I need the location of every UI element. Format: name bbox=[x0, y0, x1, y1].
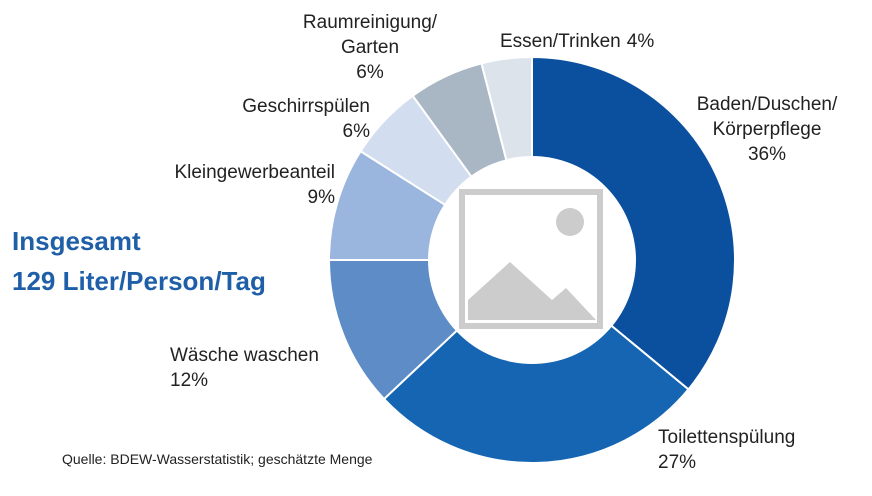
source: Quelle: BDEW-Wasserstatistik; geschätzte… bbox=[62, 451, 373, 467]
category-name: Wäsche waschen bbox=[170, 345, 319, 366]
slice-label: Raumreinigung/Garten 6% bbox=[280, 10, 460, 85]
slice-label: Kleingewerbeanteil 9% bbox=[125, 160, 335, 210]
value-label: 9% bbox=[307, 187, 335, 208]
value-label: 4% bbox=[626, 31, 655, 52]
category-name: Baden/Duschen/Körperpflege bbox=[696, 94, 838, 140]
slice-label: Baden/Duschen/Körperpflege 36% bbox=[672, 92, 862, 167]
value-label: 27% bbox=[658, 452, 697, 473]
value-label: 12% bbox=[170, 370, 209, 391]
category-name: Kleingewerbeanteil bbox=[174, 162, 335, 183]
slice-label: Wäsche waschen 12% bbox=[170, 343, 370, 393]
value-label: 6% bbox=[356, 62, 384, 83]
title: Insgesamt bbox=[12, 226, 141, 256]
value-label: 36% bbox=[747, 144, 787, 165]
slice-label: Geschirrspülen 6% bbox=[200, 94, 370, 144]
category-name: Toilettenspülung bbox=[658, 427, 796, 448]
category-name: Essen/Trinken bbox=[500, 31, 621, 52]
category-name: Geschirrspülen bbox=[242, 96, 370, 117]
slice-label: Essen/Trinken 4% bbox=[500, 29, 700, 54]
category-name: Raumreinigung/Garten bbox=[302, 12, 438, 58]
slice-label: Toilettenspülung 27% bbox=[658, 425, 858, 475]
value-label: 6% bbox=[342, 121, 370, 142]
image-placeholder bbox=[459, 189, 603, 329]
donut bbox=[327, 55, 736, 464]
subtitle: 129 Liter/Person/Tag bbox=[12, 266, 266, 296]
